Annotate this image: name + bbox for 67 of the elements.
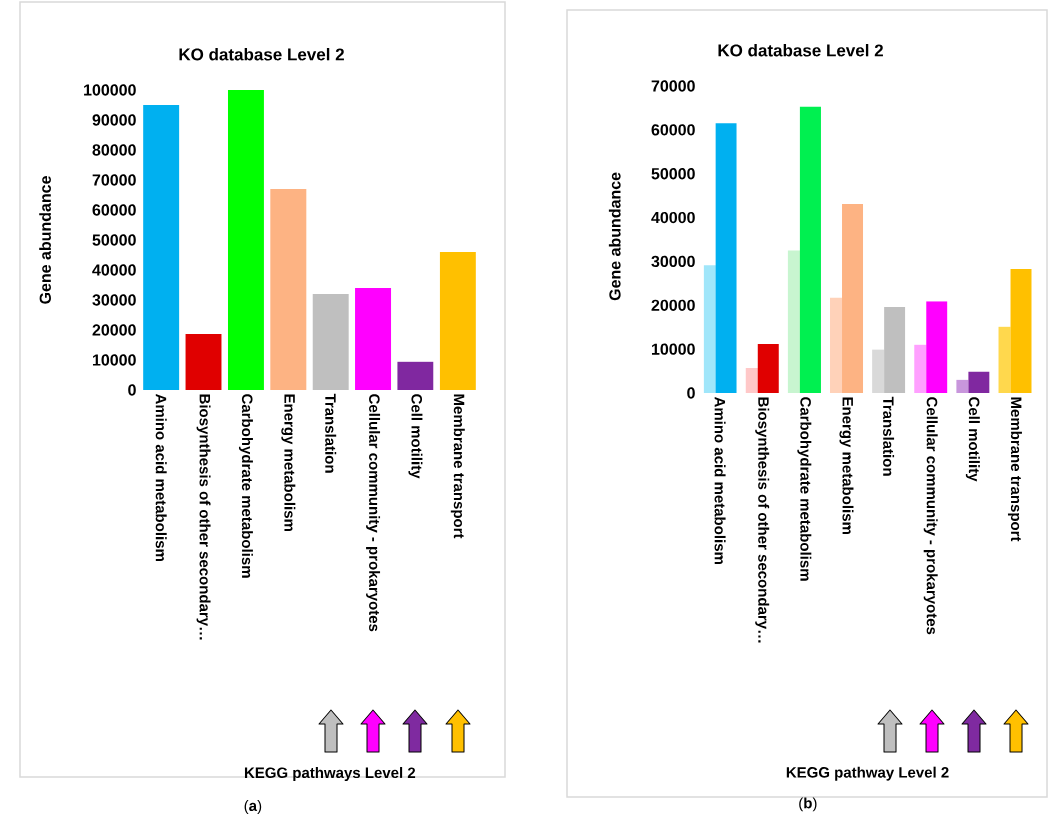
x-tick-label: Translation bbox=[325, 393, 337, 473]
chart-title: KO database Level 2 bbox=[718, 43, 883, 57]
x-tick-label: Cell motility bbox=[408, 394, 423, 479]
bar bbox=[143, 104, 180, 390]
y-tick-label: 10000 bbox=[651, 343, 695, 355]
bar bbox=[757, 343, 779, 393]
x-tick-label: Energy metabolism bbox=[839, 397, 854, 534]
x-tick-label: Carbohydrate metabolism bbox=[238, 394, 253, 578]
y-axis-title: Gene abundance bbox=[39, 176, 51, 304]
x-axis-title: KEGG pathway Level 2 bbox=[786, 766, 949, 781]
x-tick-label: Biosynthesis of other secondary… bbox=[196, 394, 211, 640]
bar bbox=[914, 344, 927, 393]
bar bbox=[884, 307, 906, 393]
x-tick-label: Amino acid metabolism bbox=[714, 396, 726, 564]
bar bbox=[439, 252, 476, 390]
y-tick-label: 20000 bbox=[92, 324, 136, 336]
y-tick-label: 60000 bbox=[92, 204, 136, 216]
x-tick-label: Biosynthesis of other secondary… bbox=[755, 397, 770, 643]
x-tick-label: Carbohydrate metabolism bbox=[797, 397, 812, 581]
y-tick-label: 50000 bbox=[92, 234, 136, 246]
x-tick-label: Translation bbox=[883, 396, 895, 476]
y-tick-label: 60000 bbox=[651, 124, 695, 136]
bar bbox=[842, 203, 864, 393]
x-tick-label: Cellular community - prokaryotes bbox=[366, 394, 381, 632]
text: (b) bbox=[799, 797, 817, 812]
y-tick-label: 0 bbox=[128, 384, 136, 396]
bar bbox=[715, 123, 737, 393]
bar bbox=[956, 379, 969, 393]
x-tick-label: Membrane transport bbox=[1007, 397, 1022, 542]
y-tick-label: 40000 bbox=[651, 211, 695, 224]
y-tick-label: 30000 bbox=[651, 255, 695, 268]
bar bbox=[926, 301, 948, 393]
chart-title: KO database Level 2 bbox=[179, 47, 344, 61]
bar bbox=[1010, 268, 1032, 393]
bar bbox=[397, 361, 434, 390]
x-tick-label: Cellular community - prokaryotes bbox=[923, 397, 938, 635]
y-tick-label: 100000 bbox=[84, 84, 136, 96]
bar bbox=[270, 189, 307, 390]
bar bbox=[968, 371, 990, 393]
y-tick-label: 90000 bbox=[92, 114, 136, 126]
bar bbox=[872, 349, 885, 393]
y-tick-label: 20000 bbox=[651, 299, 695, 311]
x-tick-label: Membrane transport bbox=[450, 394, 465, 539]
x-tick-label: Cell motility bbox=[965, 397, 980, 482]
x-axis-title: KEGG pathways Level 2 bbox=[244, 767, 416, 781]
bar bbox=[745, 368, 758, 393]
y-tick-label: 40000 bbox=[92, 264, 136, 276]
text: (a) bbox=[244, 800, 262, 814]
y-axis-title: Gene abundance bbox=[608, 172, 621, 301]
bar bbox=[830, 297, 843, 393]
y-tick-label: 50000 bbox=[651, 168, 695, 180]
bar bbox=[355, 288, 392, 390]
bar bbox=[787, 250, 801, 393]
bar bbox=[312, 294, 349, 390]
bar bbox=[703, 265, 716, 393]
y-tick-label: 0 bbox=[687, 387, 695, 399]
bar bbox=[185, 333, 222, 390]
y-tick-label: 70000 bbox=[92, 174, 136, 186]
y-tick-label: 10000 bbox=[92, 354, 136, 366]
bar bbox=[998, 326, 1011, 393]
y-tick-label: 70000 bbox=[651, 80, 695, 92]
bar bbox=[227, 90, 264, 390]
x-tick-label: Energy metabolism bbox=[281, 394, 296, 531]
x-tick-label: Amino acid metabolism bbox=[155, 393, 167, 561]
y-tick-label: 30000 bbox=[92, 294, 136, 306]
y-tick-label: 80000 bbox=[92, 144, 136, 156]
bar bbox=[799, 106, 821, 393]
